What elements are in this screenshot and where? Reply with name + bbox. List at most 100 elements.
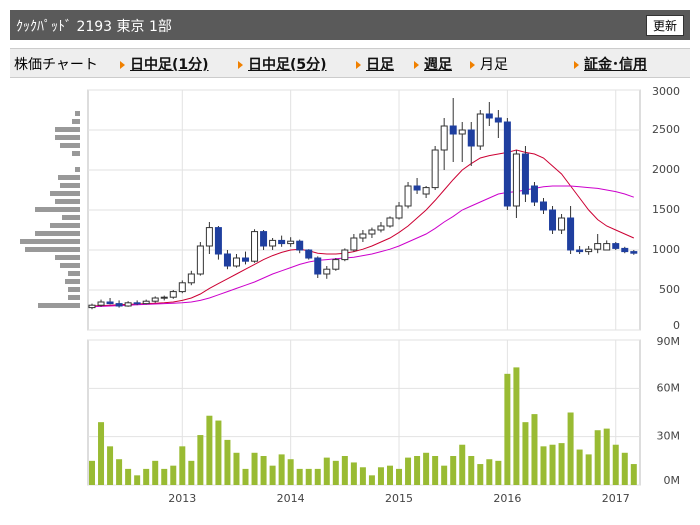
volume-bar — [152, 460, 159, 485]
volume-bar — [432, 456, 439, 485]
candle-body — [106, 301, 114, 305]
nav-link[interactable]: 日中足(5分) — [238, 54, 327, 74]
title: ｸｯｸﾊﾟｯﾄﾞ 2193 東京 1部 — [16, 19, 172, 35]
volume-bar — [468, 456, 475, 485]
y-tick-label: 30M — [657, 430, 681, 443]
volume-bar — [188, 460, 195, 485]
candle-body — [485, 113, 493, 119]
volume-bar — [612, 444, 619, 485]
volume-bar — [495, 460, 502, 485]
candle-body — [251, 231, 259, 262]
volume-profile-bar — [58, 175, 80, 180]
volume-bar — [161, 468, 168, 485]
candle-body — [305, 249, 313, 259]
volume-bar — [558, 443, 565, 485]
candle-body — [540, 201, 547, 211]
candle-body — [603, 243, 611, 251]
candle-body — [368, 229, 376, 235]
volume-bar — [486, 459, 493, 485]
nav-link[interactable]: 日足 — [356, 54, 394, 74]
volume-bar — [350, 462, 357, 485]
candle-body — [558, 217, 566, 231]
volume-bar — [621, 452, 628, 485]
volume-bar — [323, 457, 330, 485]
header: ｸｯｸﾊﾟｯﾄﾞ 2193 東京 1部 更新 — [10, 10, 690, 40]
candle-body — [178, 282, 186, 293]
x-tick-label: 2013 — [168, 492, 196, 505]
y-tick-label: 2500 — [652, 123, 680, 136]
nav-link[interactable]: 日中足(1分) — [120, 54, 209, 74]
candle-body — [350, 237, 358, 251]
x-tick-label: 2016 — [493, 492, 521, 505]
volume-bar — [224, 439, 231, 485]
volume-bar — [522, 422, 529, 485]
volume-bar — [251, 452, 258, 485]
nav-current: 月足 — [470, 54, 508, 74]
volume-bar — [423, 452, 430, 485]
volume-bar — [143, 468, 150, 485]
candle-body — [503, 121, 511, 207]
volume-bar — [206, 415, 213, 485]
volume-profile-bar — [65, 279, 80, 284]
volume-bar — [125, 468, 132, 485]
nav-link[interactable]: 週足 — [414, 54, 452, 74]
candle-body — [232, 257, 240, 267]
candle-body — [395, 205, 403, 219]
volume-bar — [287, 459, 294, 485]
candle-body — [332, 259, 340, 270]
y-tick-label: 0M — [664, 474, 681, 487]
volume-bar — [603, 428, 610, 485]
volume-profile-bar — [75, 167, 80, 172]
volume-bar — [215, 420, 222, 485]
volume-profile-bar — [68, 271, 80, 276]
candle-body — [142, 300, 150, 305]
volume-bar — [450, 456, 457, 485]
volume-profile-bar — [68, 287, 80, 292]
volume-bar — [368, 475, 375, 485]
volume-bar — [179, 446, 186, 485]
candle-body — [205, 227, 213, 247]
candle-body — [549, 209, 557, 231]
volume-bar — [134, 475, 141, 485]
candle-body — [160, 296, 168, 299]
y-tick-label: 0 — [673, 319, 680, 332]
volume-bar — [170, 465, 177, 485]
candle-body — [431, 149, 439, 189]
plot-frame — [87, 339, 641, 486]
candle-body — [88, 304, 96, 309]
volume-bar — [504, 373, 511, 485]
candle-body — [458, 129, 466, 135]
volume-bar — [540, 446, 547, 485]
volume-bar — [305, 468, 312, 485]
volume-bar — [278, 454, 285, 485]
nav-bar: 株価チャート 日中足(1分) 日中足(5分) 日足 週足 月足 証金･信用 — [10, 48, 690, 78]
candle-body — [621, 247, 629, 253]
volume-profile-bar — [55, 135, 80, 140]
x-tick-label: 2014 — [277, 492, 305, 505]
candle-body — [296, 240, 304, 251]
volume-bar — [386, 465, 393, 485]
volume-profile-bar — [35, 207, 80, 212]
volume-bar — [594, 430, 601, 485]
candle-body — [314, 257, 322, 275]
y-tick-label: 1500 — [652, 203, 680, 216]
candle-body — [278, 239, 286, 245]
y-tick-label: 3000 — [652, 85, 680, 98]
candle-body — [133, 302, 141, 305]
candle-body — [196, 245, 204, 275]
volume-bar — [567, 412, 574, 485]
candle-body — [223, 253, 231, 267]
volume-bar — [396, 468, 403, 485]
volume-profile-bar — [75, 111, 80, 116]
candle-body — [97, 301, 105, 306]
volume-bar — [549, 444, 556, 485]
volume-profile-bar — [35, 231, 80, 236]
volume-profile-bar — [20, 239, 80, 244]
candle-body — [169, 291, 177, 298]
nav-link[interactable]: 証金･信用 — [574, 54, 647, 74]
candle-body — [440, 125, 448, 151]
refresh-button[interactable]: 更新 — [645, 15, 684, 36]
volume-bar — [576, 449, 583, 485]
